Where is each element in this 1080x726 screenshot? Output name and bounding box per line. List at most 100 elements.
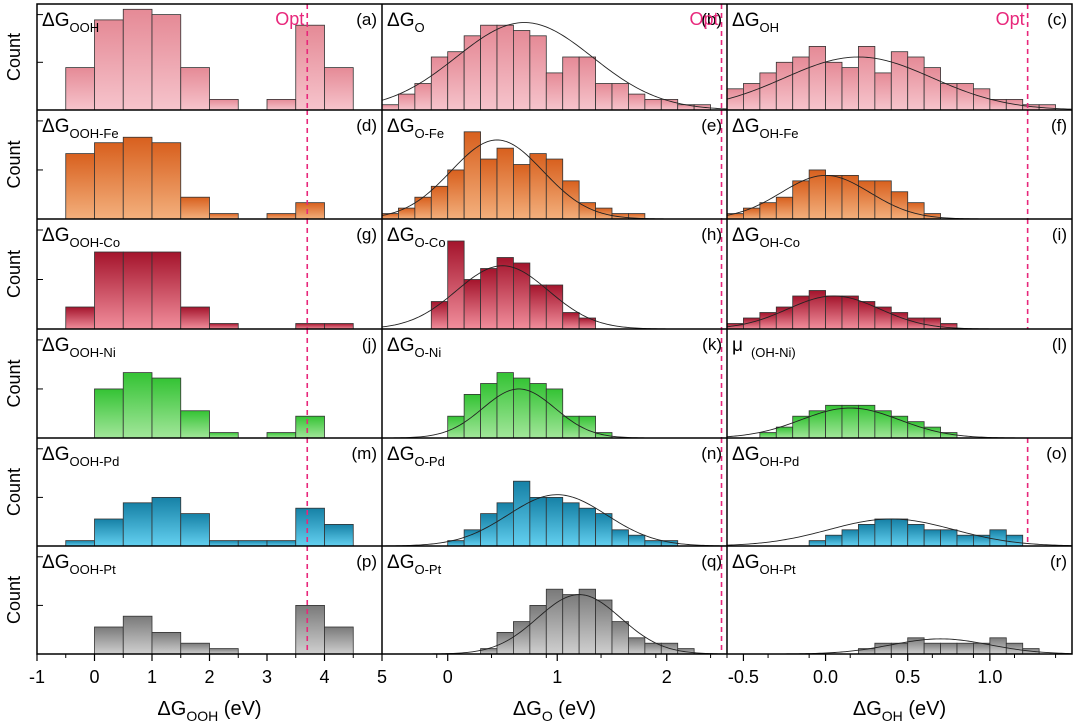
histogram-bar [209,540,239,547]
histogram-bar [295,24,325,111]
histogram-bar [923,317,941,330]
panel-background [727,546,1072,654]
panel-title-main: ΔG [42,552,69,573]
panel-label: (q) [701,552,722,571]
histogram-bar [122,615,153,655]
histogram-bar [324,323,354,330]
histogram-bar [578,588,596,655]
x-tick-label: 1.0 [977,667,1002,687]
panel-title-sub: OOH-Fe [69,126,118,141]
histogram-bar [529,496,547,547]
histogram-bar [94,626,124,655]
histogram-bar [122,8,153,111]
panel-title-sub: OOH-Ni [69,345,115,360]
histogram-bar [151,377,182,439]
panel-g: ΔGOOH-Co (g) [37,219,382,330]
panel-title-sub: OOH-Pt [69,562,116,577]
x-axis-label: ΔGOOH (eV) [157,698,261,724]
panel-title: ΔGOOH-Pt [42,552,116,577]
histogram-bar [381,104,399,111]
panel-title: ΔGOH-Fe [732,116,798,141]
panel-b: ΔGO (b) [381,4,728,111]
histogram-bar [529,35,547,111]
panel-title-main: ΔG [387,335,414,356]
histogram-bar [890,518,909,547]
histogram-bar [180,642,210,655]
panel-title: ΔGOH-Pt [732,552,796,577]
histogram-bar [907,56,925,111]
x-tick-label: 0.5 [895,667,920,687]
histogram-bar [209,213,239,220]
histogram-bar [611,621,629,655]
panel-title-main: ΔG [42,335,69,356]
histogram-bar [237,540,268,547]
panel-title: ΔGOOH-Ni [42,335,116,360]
panel-label: (i) [1052,225,1067,244]
panel-title-main: ΔG [387,552,414,573]
histogram-bar [907,524,925,547]
histogram-bar [151,632,182,655]
panel-label: (j) [362,335,377,354]
panel-title-main: ΔG [42,116,69,137]
panel-title: ΔGOH-Co [732,225,800,250]
histogram-bar [430,301,449,330]
panel-label: (o) [1046,444,1067,463]
panel-label: (r) [1050,552,1067,571]
histogram-bar [611,83,629,111]
axes-layer: Opt Opt Opt Count Count Count Count Count Count -… [4,3,1073,724]
panel-label: (k) [702,335,722,354]
panel-l: μ (OH-Ni) (l) [726,329,1072,439]
panel-title-sub: O [414,20,424,35]
panel-title-main: ΔG [732,10,759,31]
panel-title-main: ΔG [387,225,414,246]
panel-title-main: μ [732,335,743,356]
panel-frames [36,3,1073,655]
panel-label: (c) [1047,10,1067,29]
histogram-bar [825,404,843,439]
histogram-bar [447,240,465,330]
x-axis-label: ΔGOH (eV) [853,698,946,724]
histogram-bar [151,142,182,220]
histogram-bar [956,83,974,111]
histogram-bar [923,642,941,655]
histogram-bar [578,56,596,111]
panel-title-sub: (OH-Ni) [751,345,796,360]
histogram-bar [858,180,876,220]
panel-title-sub: OOH-Pd [69,454,119,469]
panel-d: ΔGOOH-Fe (d) [37,110,382,220]
x-tick-label: 2 [662,667,672,687]
histogram-bar [841,67,859,111]
x-tick-label: 1 [552,667,562,687]
histogram-bar [726,88,744,111]
panel-title-sub: OH-Pt [759,562,796,577]
panel-title-main: ΔG [387,444,414,465]
panel-title: ΔGOOH-Pd [42,444,119,469]
histogram-bar [496,147,514,220]
histogram-bar [775,196,794,220]
x-tick-label: 5 [377,667,387,687]
histogram-bar [923,67,941,111]
histogram-bar [611,529,629,547]
histogram-bar [759,72,777,111]
histogram-bar [295,605,325,655]
histogram-bar [874,410,892,439]
histogram-bar [545,72,564,111]
panel-p: ΔGOOH-Pt (p) [37,546,382,655]
histogram-bar [496,257,514,330]
histogram-bar [874,642,892,655]
histogram-bar [266,432,297,439]
panel-label: (n) [701,444,722,463]
x-tick-label: -1 [29,667,45,687]
panel-title: ΔGO [387,10,425,35]
panel-title-sub: OOH [69,20,99,35]
panel-i: ΔGOH-Co (i) [726,219,1072,330]
histogram-bar [759,432,777,439]
histogram-bar [858,524,876,547]
histogram-bar [414,196,432,220]
panel-title-sub: OH [759,20,779,35]
opt-label: Opt [689,9,718,29]
histogram-bar [956,534,974,547]
histogram-bar [496,372,514,439]
histogram-bar [562,502,580,547]
